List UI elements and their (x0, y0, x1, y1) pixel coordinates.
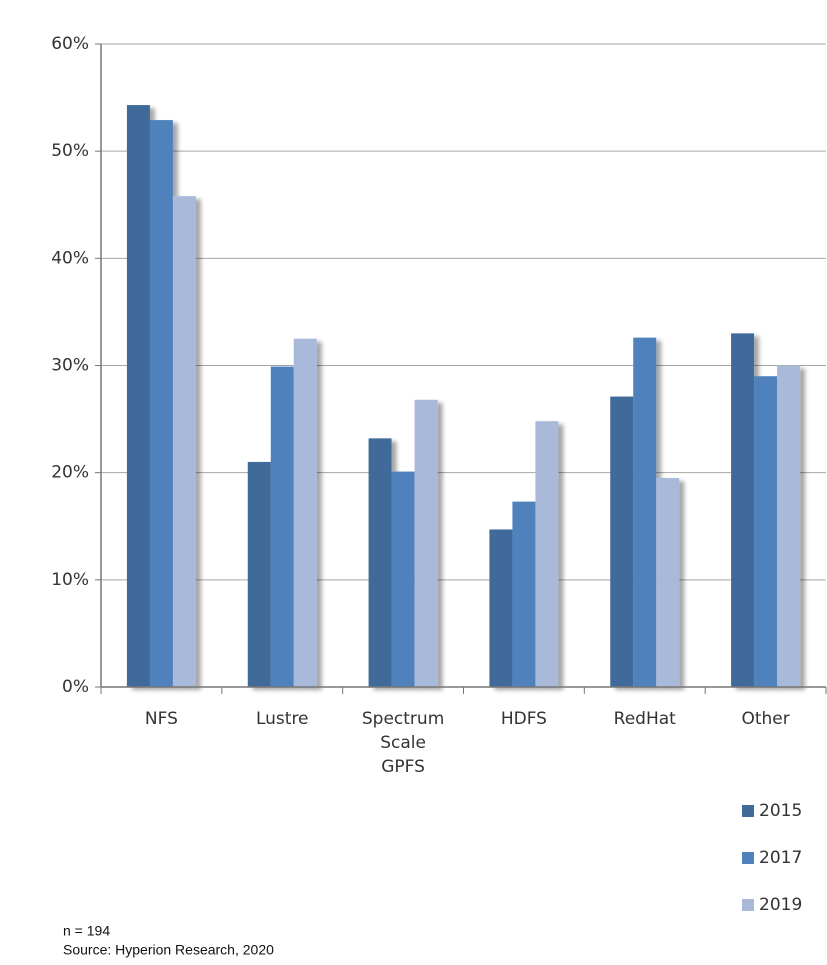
bar (754, 376, 778, 687)
bar (512, 501, 536, 687)
y-tick-label: 10% (51, 570, 89, 590)
axes: 0% 10% 20% 30% 40% 50% 60% NFS Lustre Spectrum Sca… (51, 34, 827, 915)
bar (633, 337, 657, 687)
legend-swatch (742, 852, 754, 864)
bar (777, 365, 801, 687)
legend-label: 2015 (759, 801, 802, 821)
legend-swatch (742, 899, 754, 911)
bar (535, 421, 559, 687)
bar (247, 461, 271, 687)
bar (172, 196, 196, 687)
y-tick-label: 50% (51, 141, 89, 161)
note: n = 194 (63, 923, 110, 939)
bar (414, 399, 438, 687)
y-tick-label: 0% (62, 677, 89, 697)
x-tick-label: NFS (145, 709, 178, 729)
bar (149, 120, 173, 688)
y-tick-label: 30% (51, 356, 89, 376)
x-tick-label: Lustre (256, 709, 309, 729)
legend-label: 2019 (759, 895, 802, 915)
legend-swatch (742, 805, 754, 817)
x-tick-label: RedHat (614, 709, 676, 729)
x-tick-label: Spectrum Scale GPFS (362, 709, 444, 777)
y-tick-label: 20% (51, 463, 89, 483)
source: Source: Hyperion Research, 2020 (63, 942, 274, 958)
y-tick-label: 60% (51, 34, 89, 54)
y-tick-label: 40% (51, 248, 89, 268)
bar (270, 366, 294, 687)
x-tick-label: Other (741, 709, 789, 729)
bar (610, 396, 634, 687)
bars (126, 105, 801, 688)
bar (489, 529, 513, 687)
bar (391, 471, 415, 687)
bar (293, 338, 317, 687)
bar (368, 438, 392, 687)
bar (656, 478, 680, 687)
grid (101, 43, 826, 688)
bar (731, 333, 755, 687)
legend-label: 2017 (759, 848, 802, 868)
bar (126, 105, 150, 687)
x-tick-label: HDFS (501, 709, 547, 729)
